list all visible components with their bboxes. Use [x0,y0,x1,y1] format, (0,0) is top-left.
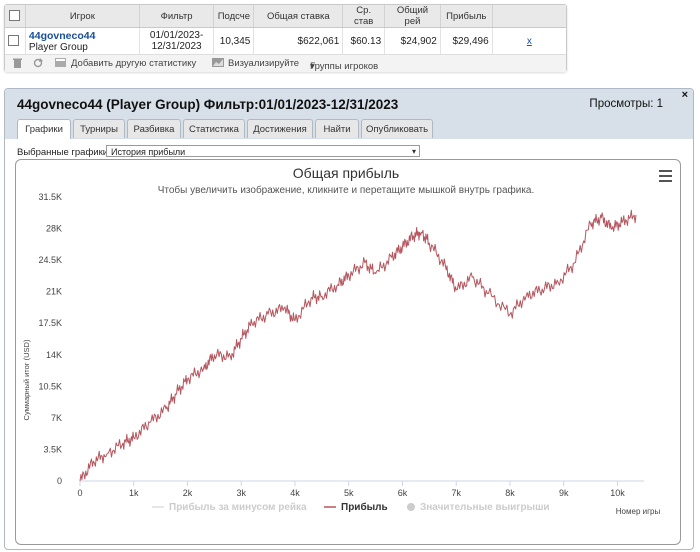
row-checkbox-cell [5,27,26,54]
x-tick-label: 4k [290,488,300,498]
y-tick-label: 21K [46,287,62,297]
tab-charts[interactable]: Графики [17,119,71,139]
visualize-icon[interactable] [212,58,224,69]
x-tick-label: 7k [451,488,461,498]
trash-icon[interactable] [13,58,22,70]
legend-item-big-wins: Значительные выигрыши [420,502,550,513]
refresh-icon[interactable] [33,58,43,70]
x-tick-label: 8k [505,488,515,498]
col-avg-bet[interactable]: Ср. став [342,5,386,28]
filter-cell: 01/01/2023- 12/31/2023 [139,27,215,54]
legend-item-profit: Прибыль [341,501,388,513]
player-cell: 44govneco44 Player Group [25,27,140,54]
player-group-label: Player Group [28,41,88,53]
chart-select[interactable]: История прибыли ▾ [106,145,420,157]
chart-title: Общая прибыль [293,165,399,181]
chart-select-label: Выбранные графики: [17,147,111,158]
player-dialog: 44govneco44 (Player Group) Фильтр:01/01/… [4,88,694,550]
legend-symbol-big-wins [407,503,415,511]
add-stats-button[interactable]: Добавить другую статистику [71,58,197,69]
y-axis-label: Суммарный итог (USD) [22,339,31,420]
x-tick-label: 6k [398,488,408,498]
stats-table: Игрок Фильтр Подсче Общая ставка Ср. ста… [5,5,566,54]
y-tick-label: 24.5K [38,255,62,265]
count-cell: 10,345 [213,27,255,54]
x-tick-label: 2k [183,488,193,498]
chart-selector-row: Выбранные графики: История прибыли ▾ [17,145,420,158]
avg-bet-cell: $60.13 [342,27,386,54]
player-groups-label: Группы игроков [310,61,379,72]
axes: 0 3.5K 7K 10.5K 14K 17.5K 21K 24.5K 28K 31.5K 0 1k 2… [38,192,644,498]
tab-tournaments[interactable]: Турниры [73,119,125,138]
col-profit[interactable]: Прибыль [440,5,493,28]
stats-toolbar: Добавить другую статистику Визуализируйт… [5,54,566,72]
visualize-button[interactable]: Визуализируйте [228,58,300,69]
col-player[interactable]: Игрок [25,5,140,28]
series-layer [79,209,637,482]
x-tick-label: 0 [77,488,82,498]
select-all-checkbox[interactable] [9,10,21,22]
close-icon[interactable]: × [681,89,688,101]
y-tick-label: 17.5K [38,318,62,328]
chart-subtitle: Чтобы увеличить изображение, кликните и … [158,184,535,196]
tab-breakdown[interactable]: Разбивка [127,119,181,138]
y-tick-label: 28K [46,224,62,234]
x-tick-label: 1k [129,488,139,498]
y-tick-label: 10.5K [38,381,62,391]
tab-publish[interactable]: Опубликовать [361,119,433,138]
y-tick-label: 0 [57,476,62,486]
table-row: 44govneco44 Player Group 01/01/2023- 12/… [5,27,566,55]
filter-line-1: 01/01/2023- [149,30,204,41]
x-tick-label: 10k [610,488,625,498]
tab-statistics[interactable]: Статистика [183,119,245,138]
col-total-bet[interactable]: Общая ставка [253,5,344,28]
player-name-link[interactable]: 44govneco44 [28,29,96,42]
x-tick-label: 9k [559,488,569,498]
dialog-header: 44govneco44 (Player Group) Фильтр:01/01/… [5,89,693,139]
col-total-rake[interactable]: Общий рей [384,5,441,28]
profit-series-line [79,209,637,482]
row-checkbox[interactable] [8,35,19,47]
chart-container[interactable]: Общая прибыль Чтобы увеличить изображени… [15,159,681,545]
filter-line-2: 12/31/2023 [151,41,202,52]
y-tick-label: 31.5K [38,192,62,202]
x-tick-label: 5k [344,488,354,498]
y-tick-label: 3.5K [43,444,62,454]
col-actions [492,5,566,28]
tab-achievements[interactable]: Достижения [247,119,313,138]
chevron-down-icon: ▾ [411,147,416,156]
y-tick-label: 14K [46,350,62,360]
hamburger-menu-icon[interactable] [659,170,672,185]
legend-item-rake: Прибыль за минусом рейка [169,501,307,513]
total-rake-cell: $24,902 [384,27,441,54]
profit-chart[interactable]: Общая прибыль Чтобы увеличить изображени… [16,160,680,544]
remove-cell: x [492,28,566,55]
total-bet-cell: $622,061 [253,27,344,54]
y-tick-label: 7K [51,413,62,423]
legend: Прибыль за минусом рейка Прибыль Значитель… [152,501,550,513]
x-tick-label: 3k [236,488,246,498]
remove-row-link[interactable]: x [526,35,532,47]
tab-find[interactable]: Найти [315,119,359,138]
col-filter[interactable]: Фильтр [139,5,215,28]
chevron-down-icon: ▾ [310,61,315,72]
x-axis-label: Номер игры [616,507,661,516]
stats-header-row: Игрок Фильтр Подсче Общая ставка Ср. ста… [5,5,566,28]
stats-panel: Игрок Фильтр Подсче Общая ставка Ср. ста… [4,4,567,72]
select-all-cell [5,5,26,28]
chart-select-value: История прибыли [111,147,186,157]
dialog-title: 44govneco44 (Player Group) Фильтр:01/01/… [17,97,399,112]
profit-cell: $29,496 [440,27,493,54]
col-count[interactable]: Подсче [213,5,255,28]
add-stats-icon[interactable] [55,58,66,69]
views-counter: Просмотры: 1 [589,98,663,110]
